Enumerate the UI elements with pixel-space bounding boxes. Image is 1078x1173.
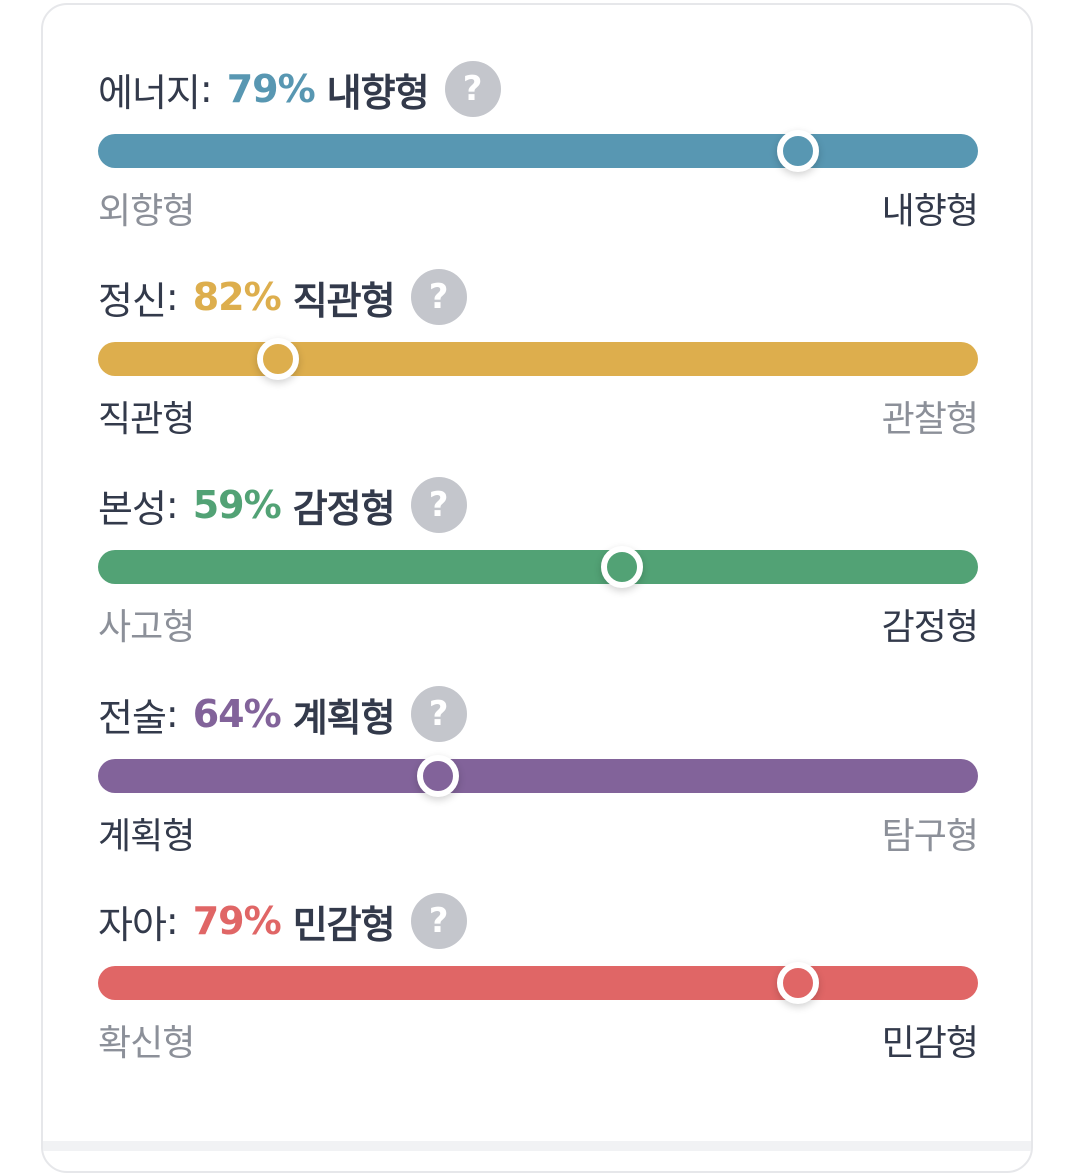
help-icon[interactable]: ? — [410, 477, 467, 533]
trait-slider-track — [98, 755, 978, 797]
trait-colon: : — [165, 899, 179, 943]
trait-header: 에너지 : 79% 내향형 ? — [98, 60, 501, 118]
trait-result: 감정형 — [292, 486, 396, 531]
trait-percent: 82% — [192, 275, 282, 319]
trait-energy: 에너지 : 79% 내향형 ? 외향형 내향형 — [98, 60, 979, 260]
help-icon[interactable]: ? — [410, 269, 467, 325]
card-footer-divider — [43, 1141, 1031, 1151]
trait-percent: 64% — [192, 692, 282, 736]
trait-percent: 79% — [226, 67, 316, 111]
trait-result: 계획형 — [292, 695, 396, 740]
trait-header: 전술 : 64% 계획형 ? — [98, 685, 467, 743]
trait-header: 본성 : 59% 감정형 ? — [98, 476, 467, 534]
trait-result: 직관형 — [292, 278, 396, 323]
trait-name: 에너지 — [98, 70, 201, 115]
help-icon[interactable]: ? — [444, 61, 501, 117]
trait-nature: 본성 : 59% 감정형 ? 사고형 감정형 — [98, 476, 979, 676]
trait-name: 전술 — [98, 695, 167, 740]
trait-slider-thumb — [416, 755, 459, 797]
trait-left-label: 확신형 — [98, 1023, 195, 1064]
trait-colon: : — [165, 275, 179, 319]
trait-left-label: 직관형 — [98, 399, 195, 440]
trait-left-label: 계획형 — [98, 816, 195, 857]
trait-identity: 자아 : 79% 민감형 ? 확신형 민감형 — [98, 892, 979, 1092]
trait-result: 내향형 — [326, 70, 430, 115]
trait-slider-thumb — [601, 546, 644, 588]
trait-header: 정신 : 82% 직관형 ? — [98, 268, 467, 326]
trait-left-label: 사고형 — [98, 607, 195, 648]
help-icon[interactable]: ? — [410, 686, 467, 742]
trait-right-label: 감정형 — [881, 607, 979, 648]
trait-right-label: 탐구형 — [881, 816, 979, 857]
trait-slider-thumb — [776, 962, 819, 1004]
trait-slider-thumb — [776, 130, 819, 172]
trait-colon: : — [199, 67, 213, 111]
trait-right-label: 내향형 — [881, 191, 979, 232]
help-icon[interactable]: ? — [410, 893, 467, 949]
trait-percent: 59% — [192, 483, 282, 527]
trait-name: 본성 — [98, 486, 167, 531]
trait-slider-track — [98, 130, 978, 172]
trait-result: 민감형 — [292, 902, 396, 947]
trait-left-label: 외향형 — [98, 191, 195, 232]
trait-slider-track — [98, 546, 978, 588]
trait-name: 정신 — [98, 278, 167, 323]
trait-slider-track — [98, 962, 978, 1004]
trait-slider-track — [98, 338, 978, 380]
trait-mind: 정신 : 82% 직관형 ? 직관형 관찰형 — [98, 268, 979, 468]
trait-header: 자아 : 79% 민감형 ? — [98, 892, 467, 950]
trait-percent: 79% — [192, 899, 282, 943]
trait-slider-thumb — [257, 338, 300, 380]
trait-colon: : — [165, 483, 179, 527]
trait-right-label: 관찰형 — [881, 399, 979, 440]
trait-right-label: 민감형 — [881, 1023, 979, 1064]
trait-colon: : — [165, 692, 179, 736]
trait-tactics: 전술 : 64% 계획형 ? 계획형 탐구형 — [98, 685, 979, 885]
trait-name: 자아 — [98, 902, 167, 947]
